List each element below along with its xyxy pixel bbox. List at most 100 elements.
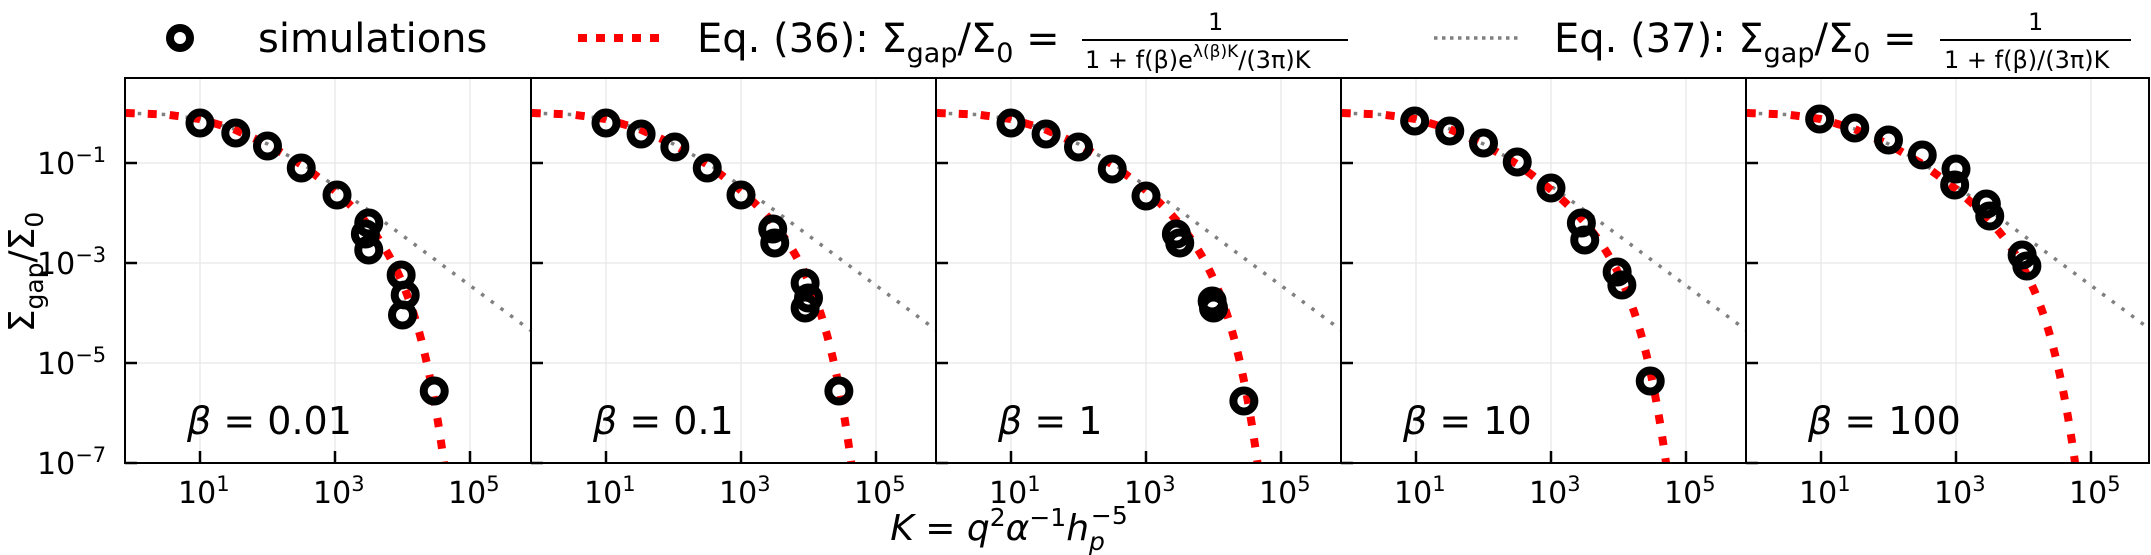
y-tick-label: 10−5 bbox=[37, 343, 106, 382]
x-tick-label: 103 bbox=[1124, 472, 1176, 511]
simulation-point bbox=[1131, 181, 1161, 211]
simulation-point bbox=[626, 119, 656, 149]
simulation-point bbox=[1536, 173, 1566, 203]
x-tick-label: 101 bbox=[584, 472, 636, 511]
axes-frame bbox=[935, 77, 1342, 464]
simulation-point bbox=[1635, 366, 1665, 396]
grid bbox=[125, 78, 531, 463]
panel-3: 101 103 105 β = 1 bbox=[935, 77, 1342, 511]
plot-area bbox=[936, 108, 1341, 463]
simulation-point bbox=[1502, 147, 1532, 177]
simulation-point bbox=[692, 153, 722, 183]
x-tick-label: 101 bbox=[1799, 472, 1851, 511]
simulation-point bbox=[996, 108, 1026, 138]
plot-area bbox=[125, 108, 531, 463]
y-tick-label: 10−7 bbox=[37, 443, 106, 482]
simulation-point bbox=[1907, 140, 1937, 170]
x-tick-label: 101 bbox=[989, 472, 1041, 511]
panel-beta-label: β = 0.01 bbox=[186, 399, 352, 443]
x-tick-label: 103 bbox=[719, 472, 771, 511]
simulation-point bbox=[185, 108, 215, 138]
legend: simulations Eq. (36): Σgap/Σ0 = 1 1 + f(… bbox=[166, 8, 2131, 74]
eq36-curve bbox=[936, 109, 1262, 463]
panel-beta-label: β = 0.1 bbox=[592, 399, 734, 443]
svg-text:Σgap/Σ0: Σgap/Σ0 bbox=[2, 212, 49, 333]
eq36-numerator: 1 bbox=[1208, 8, 1223, 36]
simulation-point bbox=[726, 180, 756, 210]
simulation-point bbox=[221, 118, 251, 148]
simulation-points bbox=[996, 108, 1259, 416]
legend-entry-simulations: simulations bbox=[166, 16, 487, 62]
simulation-points bbox=[1400, 106, 1665, 396]
eq36-curve bbox=[1746, 109, 2080, 463]
legend-label-eq36: Eq. (36): Σgap/Σ0 = bbox=[697, 16, 1060, 69]
simulation-point bbox=[758, 214, 788, 244]
simulation-points bbox=[185, 108, 449, 406]
simulation-point bbox=[1031, 119, 1061, 149]
simulation-point bbox=[1469, 128, 1498, 158]
grid bbox=[936, 78, 1341, 463]
grid bbox=[531, 78, 936, 463]
simulation-point bbox=[253, 131, 282, 161]
simulation-point bbox=[1229, 386, 1259, 416]
x-tick-label: 103 bbox=[1934, 472, 1986, 511]
legend-label-eq37: Eq. (37): Σgap/Σ0 = bbox=[1554, 16, 1917, 69]
panel-5: 101 103 105 β = 100 bbox=[1745, 77, 2150, 511]
simulation-point bbox=[419, 376, 449, 406]
eq36-denominator: 1 + f(β)eλ(β)K/(3π)K bbox=[1085, 42, 1312, 74]
simulation-point bbox=[1805, 104, 1835, 134]
x-tick-label: 105 bbox=[1259, 472, 1311, 511]
simulation-point bbox=[1400, 106, 1430, 136]
x-tick-label: 105 bbox=[448, 472, 500, 511]
simulation-point bbox=[1570, 225, 1600, 255]
plot-area bbox=[1746, 104, 2149, 463]
svg-text:K = q2α−1hp−5: K = q2α−1hp−5 bbox=[890, 501, 1128, 555]
simulation-point bbox=[286, 153, 316, 183]
y-tick-label: 10−3 bbox=[37, 243, 106, 282]
plot-area bbox=[1341, 106, 1746, 463]
simulation-points bbox=[1805, 104, 2042, 281]
x-axis-label: K = q2α−1hp−5 bbox=[890, 501, 1128, 555]
simulation-point bbox=[1975, 201, 2005, 231]
simulation-point bbox=[790, 293, 820, 323]
simulation-point bbox=[1199, 293, 1228, 323]
grid bbox=[1746, 78, 2149, 463]
simulation-point bbox=[1165, 228, 1195, 258]
simulation-point bbox=[2012, 251, 2042, 281]
legend-entry-eq37: Eq. (37): Σgap/Σ0 = 1 1 + f(β)/(3π)K bbox=[1434, 8, 2131, 74]
x-tick-label: 101 bbox=[1394, 472, 1446, 511]
simulation-point bbox=[1097, 154, 1127, 184]
panel-beta-label: β = 1 bbox=[997, 399, 1102, 443]
x-tick-label: 103 bbox=[313, 472, 365, 511]
axes-frame bbox=[1745, 77, 2150, 464]
x-tick-label: 103 bbox=[1529, 472, 1581, 511]
simulation-points bbox=[591, 108, 854, 406]
axes-frame bbox=[1340, 77, 1747, 464]
simulation-point bbox=[760, 228, 790, 258]
grid bbox=[1341, 78, 1746, 463]
plot-area bbox=[531, 108, 936, 463]
simulation-point bbox=[1941, 154, 1971, 184]
panel-4: 101 103 105 β = 10 bbox=[1340, 77, 1747, 511]
simulation-point bbox=[388, 300, 417, 330]
y-tick-label: 10−1 bbox=[37, 143, 106, 182]
y-axis-label: Σgap/Σ0 bbox=[2, 212, 49, 333]
simulation-point bbox=[1064, 132, 1093, 162]
panel-beta-label: β = 100 bbox=[1807, 399, 1961, 443]
legend-label-simulations: simulations bbox=[258, 16, 487, 62]
circle-marker-icon bbox=[166, 24, 194, 52]
simulation-point bbox=[1840, 113, 1870, 143]
x-tick-label: 105 bbox=[1664, 472, 1716, 511]
simulation-point bbox=[350, 219, 380, 249]
x-tick-label: 101 bbox=[178, 472, 230, 511]
simulation-point bbox=[1607, 270, 1637, 300]
eq37-denominator: 1 + f(β)/(3π)K bbox=[1944, 46, 2111, 74]
legend-entry-eq36: Eq. (36): Σgap/Σ0 = 1 1 + f(β)eλ(β)K/(3π… bbox=[578, 8, 1348, 74]
simulation-point bbox=[1874, 125, 1903, 155]
simulation-point bbox=[322, 180, 352, 210]
simulation-point bbox=[824, 376, 854, 406]
x-tick-label: 105 bbox=[2069, 472, 2121, 511]
simulation-point bbox=[1435, 116, 1465, 146]
